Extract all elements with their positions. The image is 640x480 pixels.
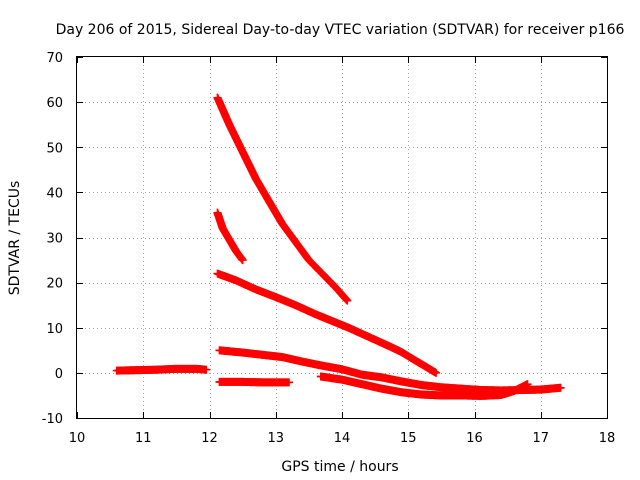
y-tick-label: -10 — [42, 412, 63, 427]
grid-lines — [77, 57, 607, 418]
data-point — [238, 256, 247, 265]
data-point — [523, 380, 532, 389]
axis-ticks — [77, 57, 608, 419]
data-point — [556, 383, 565, 392]
series-4 — [215, 346, 565, 395]
x-tick-label: 12 — [201, 431, 218, 446]
y-tick-label: 20 — [46, 277, 63, 292]
data-point — [285, 378, 293, 387]
x-tick-label: 16 — [466, 431, 483, 446]
chart-title: Day 206 of 2015, Sidereal Day-to-day VTE… — [56, 22, 625, 38]
series-2 — [213, 208, 247, 265]
y-tick-label: 10 — [46, 322, 63, 337]
x-tick-labels: 10 11 12 13 14 15 16 17 18 — [69, 431, 616, 446]
y-tick-label: 50 — [46, 141, 63, 156]
x-tick-label: 13 — [267, 431, 284, 446]
y-tick-label: 70 — [46, 51, 63, 66]
data-point — [432, 368, 441, 377]
series-3 — [213, 269, 441, 377]
series-6 — [316, 372, 532, 400]
x-tick-label: 11 — [135, 431, 152, 446]
series-7 — [112, 364, 211, 375]
x-axis-label: GPS time / hours — [281, 459, 398, 475]
series-1 — [213, 93, 352, 305]
data-point — [202, 365, 211, 374]
x-tick-label: 15 — [400, 431, 417, 446]
data-points — [112, 93, 565, 400]
x-tick-label: 18 — [599, 431, 616, 446]
series-5 — [215, 377, 293, 387]
y-tick-label: 60 — [46, 96, 63, 111]
plot-frame — [76, 56, 608, 419]
x-tick-label: 17 — [532, 431, 549, 446]
x-tick-label: 14 — [334, 431, 351, 446]
y-axis-label: SDTVAR / TECUs — [7, 181, 23, 296]
y-tick-label: 30 — [46, 232, 63, 247]
y-tick-label: 0 — [55, 367, 63, 382]
data-point — [343, 296, 352, 305]
y-tick-labels: -10 0 10 20 30 40 50 60 70 — [42, 51, 63, 427]
x-tick-label: 10 — [69, 431, 86, 446]
y-tick-label: 40 — [46, 186, 63, 201]
